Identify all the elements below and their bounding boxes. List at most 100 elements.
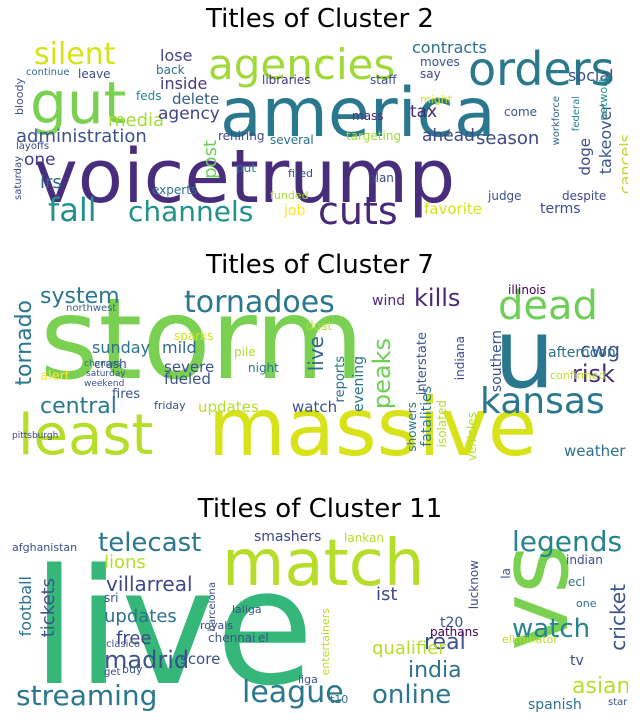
cloud-word: targeting [346, 129, 402, 143]
cloud-word: pittsburgh [12, 431, 59, 441]
cloud-word: vehicles [465, 412, 479, 461]
cloud-word: america [220, 74, 496, 153]
cloud-word: social [568, 66, 614, 85]
cloud-word: stars [608, 697, 628, 708]
cloud-word: silent [34, 38, 116, 72]
cloud-word: chances [84, 359, 122, 369]
cloud-word: cancels [616, 134, 628, 195]
cloud-word: qualifier [372, 638, 446, 659]
cloud-word: staff [370, 73, 397, 87]
cloud-word: telecast [98, 528, 202, 558]
cloud-word: fires [112, 387, 141, 402]
cloud-word: come [504, 105, 538, 119]
cloud-word: agency [158, 104, 220, 124]
cloud-word: streaming [16, 679, 158, 712]
cloud-word: el [258, 631, 269, 645]
cloud-word: back [156, 63, 185, 77]
cloud-word: several [270, 133, 314, 147]
cloud-word: updates [104, 606, 177, 627]
cloud-word: smashers [254, 529, 322, 545]
cloud-word: eliminator [502, 633, 558, 646]
word-cloud: america voicetrump gut agencies orders s… [12, 38, 628, 234]
cloud-word: media [108, 110, 165, 131]
cloud-word: tickets [38, 578, 59, 638]
cloud-word: channels [128, 195, 254, 228]
cloud-word: say [420, 67, 441, 81]
cloud-word: orders [468, 42, 615, 96]
cloud-word: buy [122, 663, 143, 676]
cloud-word: risk [572, 360, 615, 388]
cloud-word: might [420, 93, 453, 106]
cloud-word: irs [40, 172, 62, 193]
cloud-word: fall [48, 191, 97, 229]
cloud-word: friday [154, 399, 186, 412]
cloud-word: spanish [528, 697, 582, 713]
cloud-word: favorite [424, 200, 482, 218]
cloud-word: asian [572, 674, 628, 699]
cloud-word: afternoon [548, 345, 616, 361]
cloud-word: voicetrump [34, 134, 456, 220]
cloud-word: kills [414, 284, 461, 312]
cloud-word: wind [372, 293, 406, 309]
cloud-word: cricket [606, 584, 628, 651]
cloud-word: inside [160, 74, 208, 93]
cloud-word: pile [234, 345, 256, 359]
cloud-word: northwest [66, 303, 117, 314]
cloud-word: least [18, 403, 154, 468]
cloud-word: evening [351, 356, 367, 413]
panel-title: Titles of Cluster 2 [206, 4, 434, 34]
cloud-word: ahead [422, 126, 475, 146]
cloud-word: despite [562, 189, 607, 203]
cloud-word: rehiring [218, 129, 265, 143]
cloud-word: tornado [12, 300, 37, 386]
cloud-word: laliga [232, 603, 262, 616]
cloud-word: live [304, 336, 328, 372]
cloud-word: villarreal [106, 572, 193, 596]
cloud-word: reports [333, 356, 348, 403]
cloud-word: libraries [262, 73, 311, 87]
cloud-word: central [40, 394, 117, 419]
cloud-word: fatalities [419, 386, 435, 447]
cloud-word: saturday [86, 369, 126, 379]
cloud-word: federal [571, 96, 582, 132]
cloud-word: india [408, 658, 462, 683]
word-cloud: live vs match league streaming online in… [12, 528, 628, 718]
cloud-word: ecl [568, 575, 586, 589]
cloud-word: feds [136, 89, 162, 103]
cloud-word: illinois [508, 284, 546, 297]
cloud-word: job [284, 203, 306, 219]
cloud-word: chennai [208, 631, 256, 645]
cloud-word: southern [489, 330, 505, 393]
cloud-word: dead [498, 284, 598, 329]
cloud-word: sunday [92, 338, 151, 357]
cloud-word: t10 [330, 693, 349, 706]
cloud-word: lucknow [467, 560, 481, 610]
cloud-word: terms [540, 201, 581, 217]
cloud-word: afghanistan [12, 541, 78, 554]
cloud-word: showers [405, 402, 419, 452]
cloud-word: season [476, 128, 540, 149]
cloud-word: system [40, 284, 120, 309]
panel-title: Titles of Cluster 11 [197, 494, 443, 524]
cloud-word: dust [306, 319, 333, 333]
cloud-word: mass [352, 109, 384, 123]
cloud-word: ist [376, 584, 398, 605]
cloud-word: peaks [368, 338, 396, 410]
cloud-word: mild [162, 338, 197, 357]
cloud-word: watch [512, 614, 591, 644]
cloud-word: workforce [551, 96, 562, 146]
cloud-word: bloody [13, 78, 26, 115]
cloud-word: sparks [174, 329, 214, 343]
cloud-word: t20 [440, 615, 464, 631]
cloud-word: put [236, 161, 256, 175]
cloud-word: score [180, 650, 221, 668]
cloud-word: royals [200, 619, 234, 632]
cloud-word: live [32, 534, 315, 718]
cloud-word: funded [270, 189, 309, 202]
cloud-word: liga [298, 673, 318, 686]
cloud-word: la [499, 568, 513, 579]
cloud-word: clasico [106, 639, 141, 650]
cloud-word: tornadoes [184, 285, 335, 320]
cloud-word: league [242, 675, 344, 710]
cloud-word: fired [288, 167, 313, 180]
